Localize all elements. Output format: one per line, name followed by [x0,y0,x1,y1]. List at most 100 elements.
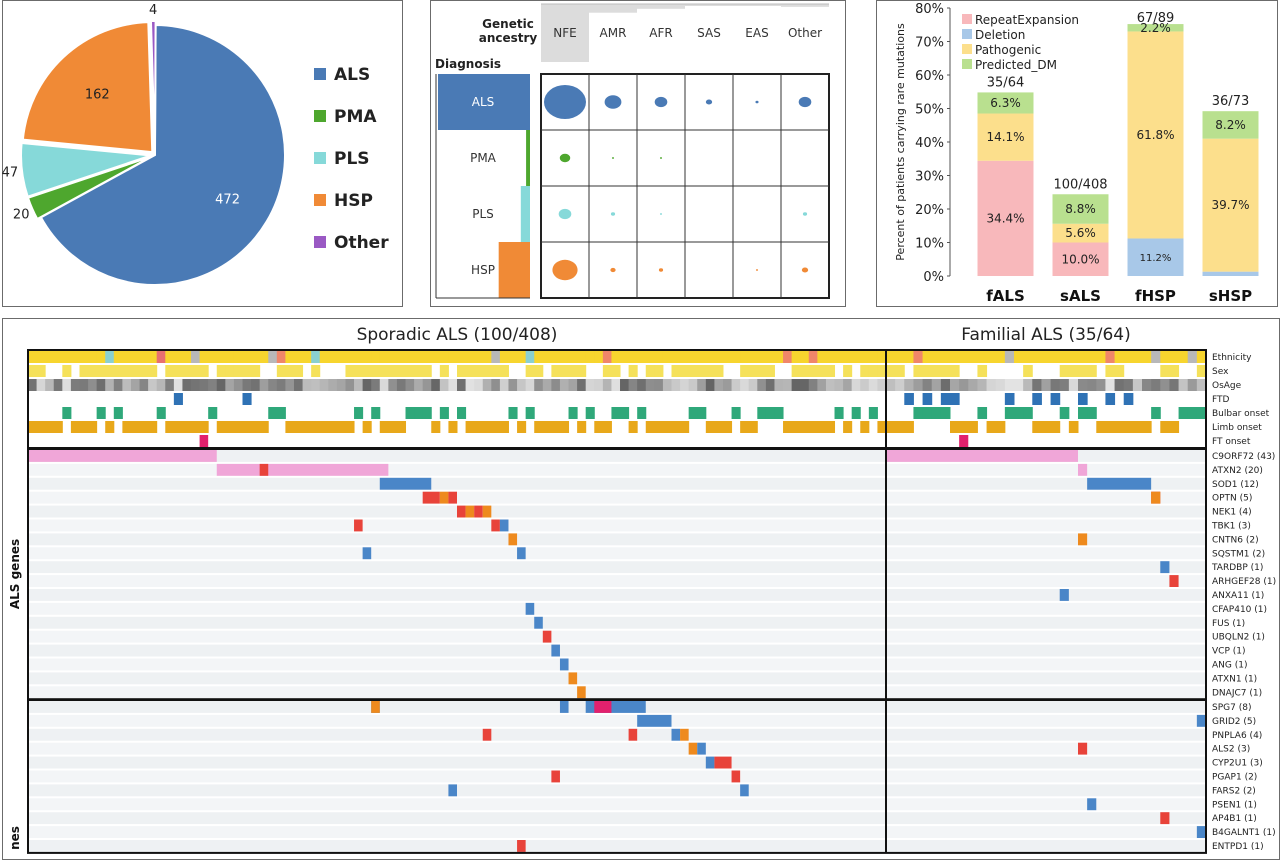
clinical-cell-limb [242,421,252,433]
clinical-cell-ethnicity [1050,351,1061,363]
clinical-cell-ethnicity [1114,351,1125,363]
row-label-hsp: HSP [471,263,495,277]
mutation-cell [439,491,449,504]
gene-row-bg [28,463,1206,476]
clinical-cell-sex [165,365,175,377]
clinical-cell-limb [722,421,733,433]
clinical-cell-sex [577,365,587,377]
clinical-cell-ethnicity [1169,351,1180,363]
clinical-row-label: Bulbar onset [1212,409,1270,419]
mutation-cell [422,491,440,504]
clinical-cell-limb [895,421,905,433]
clinical-cell-osage [765,379,775,391]
clinical-cell-bulbar [637,407,647,419]
clinical-cell-osage [319,379,329,391]
clinical-cell-ethnicity [808,351,818,363]
clinical-cell-sex [757,365,767,377]
clinical-cell-sex [705,365,715,377]
clinical-cell-limb [995,421,1006,433]
clinical-cell-osage [199,379,209,391]
y-tick-label: 20% [915,203,944,218]
clinical-cell-osage [577,379,587,391]
clinical-cell-limb [645,421,655,433]
clinical-cell-osage [113,379,123,391]
clinical-cell-sex [1196,365,1207,377]
clinical-cell-osage [28,379,38,391]
clinical-cell-ethnicity [311,351,321,363]
clinical-cell-sex [225,365,235,377]
x-tick-label-fALS: fALS [986,287,1025,305]
y-tick-label: 10% [915,237,944,252]
group-title-familial: Familial ALS (35/64) [961,325,1130,345]
clinical-cell-osage [594,379,604,391]
clinical-cell-osage [216,379,226,391]
clinical-cell-osage [904,379,914,391]
gene-row-label: SQSTM1 (2) [1212,549,1265,559]
clinical-cell-limb [130,421,141,433]
clinical-cell-osage [130,379,141,391]
mutation-cell [731,770,741,783]
gene-row-label: SOD1 (12) [1212,480,1259,490]
clinical-cell-osage [986,379,997,391]
clinical-cell-bulbar [611,407,621,419]
legend-label-hsp: HSP [334,191,373,211]
clinical-cell-sex [1160,365,1170,377]
clinical-cell-sex [940,365,951,377]
gene-row-bg [28,742,1206,755]
clinical-cell-ethnicity [1032,351,1042,363]
clinical-cell-limb [465,421,475,433]
clinical-cell-osage [311,379,321,391]
clinical-cell-sex [525,365,535,377]
clinical-cell-osage [268,379,278,391]
clinical-cell-ft-onset [199,435,209,447]
clinical-cell-osage [1096,379,1106,391]
clinical-cell-osage [336,379,346,391]
clinical-cell-ethnicity [986,351,997,363]
legend-label-predicted_dm: Predicted_DM [975,58,1057,72]
clinical-cell-ethnicity [388,351,398,363]
mutation-cell [705,756,715,769]
bubble-als-eas [755,100,759,104]
clinical-cell-sex [931,365,942,377]
clinical-cell-ethnicity [791,351,801,363]
gene-row-label: TARDBP (1) [1211,563,1263,573]
clinical-cell-bulbar [851,407,861,419]
gene-row-bg [28,589,1206,601]
clinical-cell-ethnicity [345,351,355,363]
clinical-cell-osage [1050,379,1061,391]
clinical-cell-sex [242,365,252,377]
clinical-cell-osage [354,379,364,391]
clinical-cell-ethnicity [1068,351,1079,363]
bubble-hsp-nfe [552,259,578,281]
clinical-cell-osage [568,379,578,391]
clinical-cell-osage [977,379,988,391]
clinical-cell-limb [860,421,870,433]
mutation-cell [1078,533,1088,546]
clinical-cell-sex [534,365,544,377]
mutation-cell [1160,812,1170,825]
clinical-cell-ethnicity [251,351,261,363]
clinical-cell-sex [491,365,501,377]
col-label-sas: SAS [697,26,721,40]
clinical-cell-bulbar [977,407,988,419]
clinical-cell-limb [1096,421,1106,433]
clinical-cell-osage [688,379,698,391]
clinical-cell-osage [1142,379,1152,391]
clinical-cell-limb [800,421,810,433]
clinical-row-label: FT onset [1212,437,1251,447]
clinical-cell-bulbar [525,407,535,419]
clinical-cell-ethnicity [156,351,166,363]
gene-row-label: PSEN1 (1) [1212,800,1257,810]
gene-row-label: B4GALNT1 (1) [1212,828,1276,838]
clinical-cell-sex [1087,365,1097,377]
clinical-cell-ethnicity [765,351,775,363]
clinical-cell-limb [139,421,149,433]
clinical-cell-limb [559,421,570,433]
clinical-cell-osage [388,379,398,391]
clinical-cell-sex [1023,365,1033,377]
clinical-cell-ethnicity [362,351,372,363]
clinical-cell-osage [620,379,630,391]
clinical-cell-osage [1196,379,1207,391]
mutation-cell [259,463,269,476]
